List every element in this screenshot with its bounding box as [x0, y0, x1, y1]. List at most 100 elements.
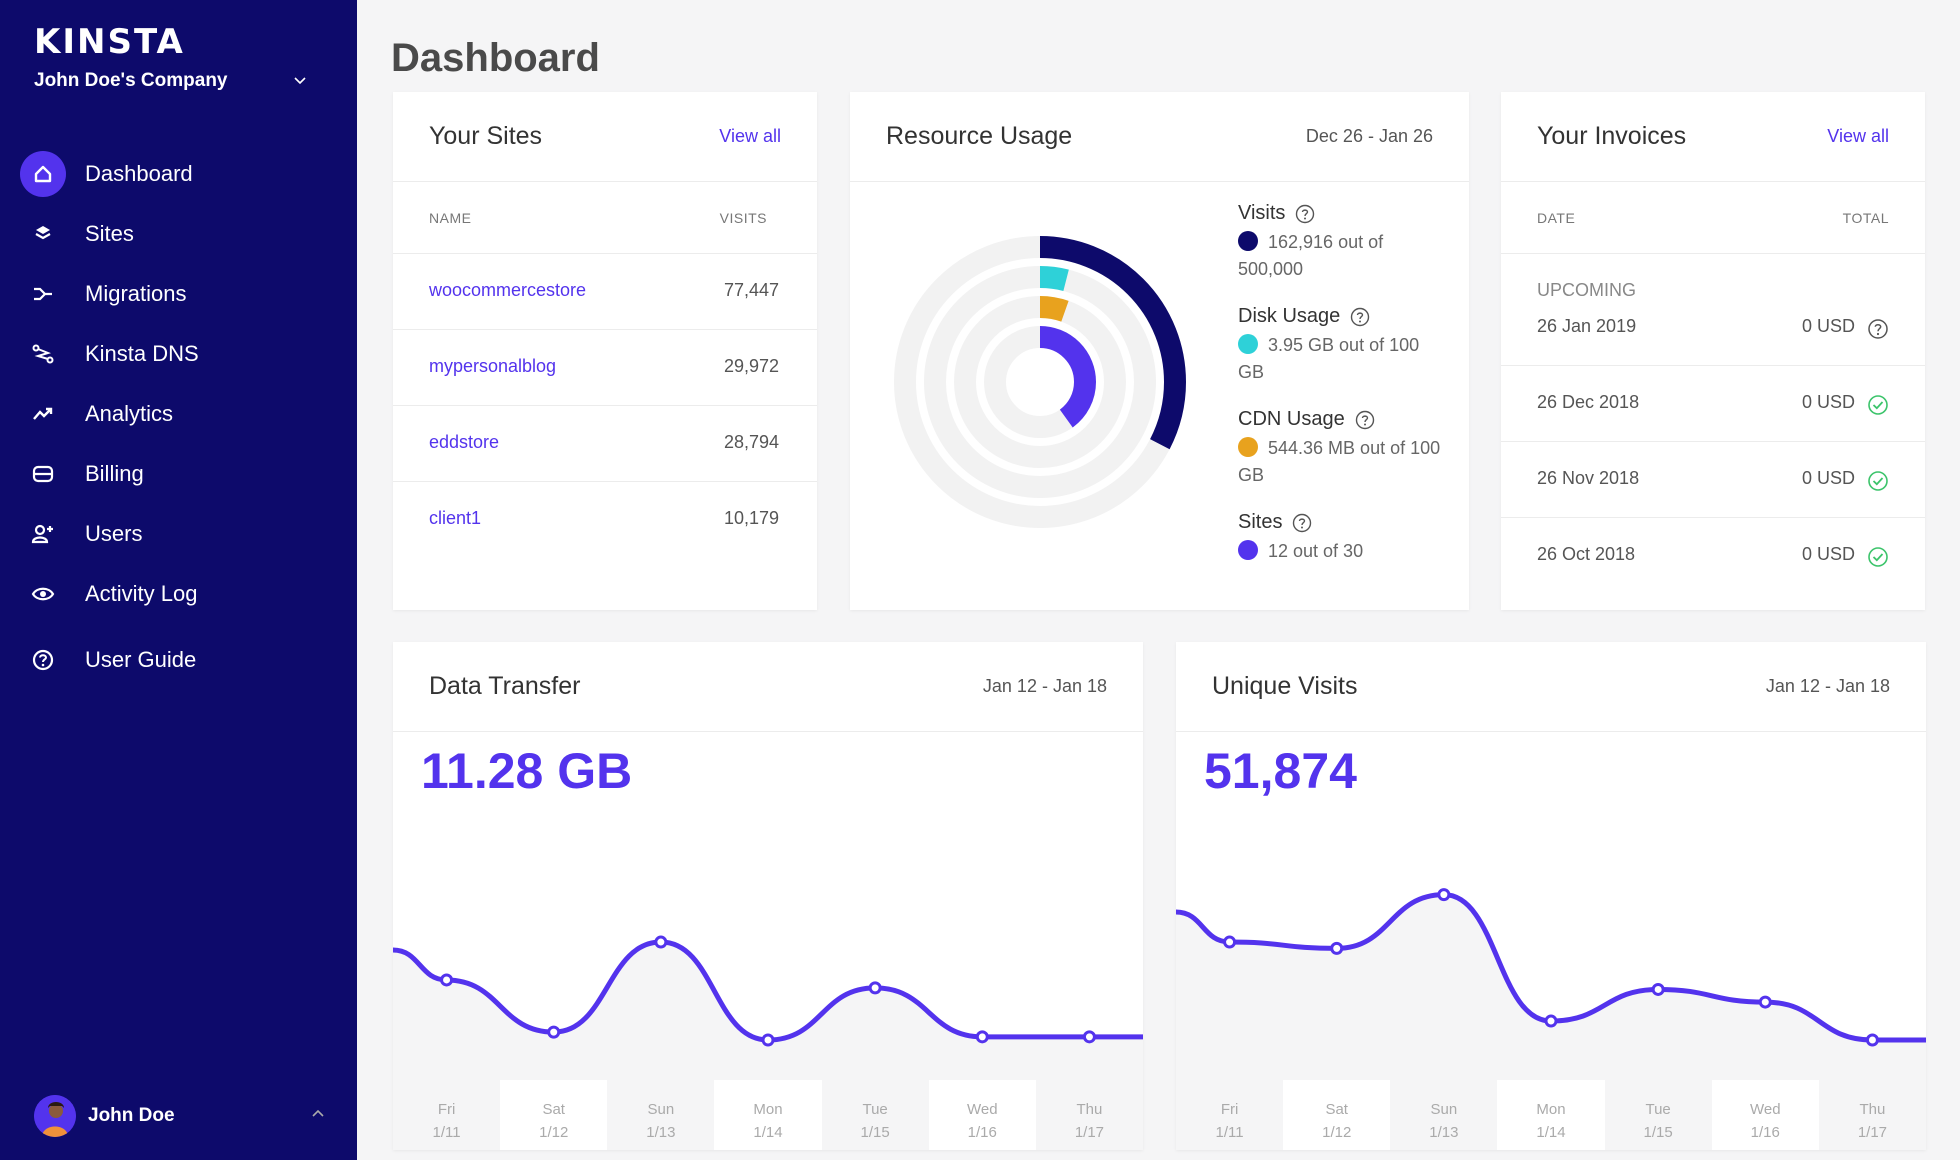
x-tick-day: Thu — [1859, 1101, 1886, 1118]
chart-point[interactable] — [1758, 995, 1772, 1009]
legend-swatch — [1238, 437, 1258, 457]
x-tick-label: Sun 1/13 — [1390, 1080, 1497, 1150]
visits-card-header: Unique Visits Jan 12 - Jan 18 — [1176, 642, 1926, 732]
table-row: mypersonalblog 29,972 — [393, 330, 817, 406]
help-icon[interactable] — [1355, 410, 1375, 430]
chart-line — [393, 939, 1143, 1043]
x-tick-day: Sat — [542, 1101, 565, 1118]
chart-point[interactable] — [868, 981, 882, 995]
sidebar-item-label: User Guide — [85, 647, 197, 672]
kinsta-logo[interactable]: KINSTA — [34, 22, 185, 62]
chart-point[interactable] — [1544, 1014, 1558, 1028]
legend-visits: Visits 162,916 out of 500,000 — [1238, 202, 1448, 283]
x-tick-day: Wed — [966, 1101, 998, 1118]
help-icon[interactable] — [1867, 318, 1889, 340]
x-tick-label: Fri 1/11 — [1176, 1080, 1283, 1150]
sidebar-item-migrations[interactable]: Migrations — [20, 264, 340, 324]
radial-arc-sites[interactable] — [984, 326, 1096, 438]
x-tick-date: 1/14 — [753, 1124, 783, 1141]
table-row[interactable]: UPCOMING 26 Jan 2019 0 USD — [1501, 254, 1925, 366]
user-menu[interactable]: John Doe — [34, 1094, 334, 1138]
sites-view-all-link[interactable]: View all — [719, 126, 781, 146]
help-icon[interactable] — [1350, 307, 1370, 327]
sidebar-item-analytics[interactable]: Analytics — [20, 384, 340, 444]
sidebar-item-label: Analytics — [85, 401, 174, 426]
chart-point[interactable] — [1223, 935, 1237, 949]
sidebar-item-users[interactable]: Users — [20, 504, 340, 564]
upcoming-label: UPCOMING — [1537, 280, 1636, 300]
legend-value: 12 out of 30 — [1268, 541, 1364, 561]
radial-arc-disk-usage[interactable] — [924, 266, 1156, 498]
sites-card-title: Your Sites — [429, 122, 543, 150]
x-tick-label: Thu 1/17 — [1819, 1080, 1926, 1150]
table-row[interactable]: 26 Nov 2018 0 USD — [1501, 442, 1925, 518]
chart-point[interactable] — [1651, 982, 1665, 996]
chart-point[interactable] — [654, 935, 668, 949]
help-icon — [20, 637, 66, 683]
x-tick-day: Fri — [437, 1101, 456, 1118]
company-switcher-label[interactable]: John Doe's Company — [34, 70, 228, 91]
x-tick-label: Wed 1/16 — [1711, 1080, 1819, 1150]
site-link[interactable]: woocommercestore — [429, 280, 587, 300]
chart-point[interactable] — [1437, 888, 1451, 902]
sidebar-item-dashboard[interactable]: Dashboard — [20, 144, 340, 204]
chart-point[interactable] — [1865, 1033, 1879, 1047]
invoice-date: 26 Dec 2018 — [1537, 392, 1640, 412]
sidebar-item-label: Kinsta DNS — [85, 341, 199, 366]
chevron-down-icon[interactable] — [290, 70, 310, 90]
x-tick-label: Fri 1/11 — [393, 1080, 500, 1150]
x-tick-day: Mon — [753, 1101, 783, 1118]
chevron-up-icon[interactable] — [310, 1106, 326, 1122]
x-tick-day: Tue — [1645, 1101, 1671, 1118]
help-icon[interactable] — [1292, 513, 1312, 533]
column-header-visits: VISITS — [719, 210, 767, 226]
chart-point[interactable] — [547, 1025, 561, 1039]
sites-table-header: NAME VISITS — [393, 182, 817, 254]
sidebar: KINSTA John Doe's Company Dashboard Site… — [0, 0, 357, 1160]
invoices-view-all-link[interactable]: View all — [1827, 126, 1889, 146]
chart-point[interactable] — [440, 973, 454, 987]
legend-label: Visits — [1238, 202, 1286, 224]
site-link[interactable]: eddstore — [429, 432, 500, 452]
invoices-card: Your Invoices View all DATE TOTAL UPCOMI… — [1501, 92, 1925, 610]
legend-cdn-usage: CDN Usage 544.36 MB out of 100 GB — [1238, 408, 1448, 489]
site-visits: 29,972 — [723, 356, 779, 376]
invoice-date: 26 Jan 2019 — [1537, 316, 1637, 336]
legend-swatch — [1238, 231, 1258, 251]
x-tick-day: Sun — [1430, 1101, 1458, 1118]
table-row: woocommercestore 77,447 — [393, 254, 817, 330]
chart-point[interactable] — [761, 1033, 775, 1047]
page-title: Dashboard — [391, 36, 600, 80]
resource-usage-card: Resource Usage Dec 26 - Jan 26 Visits 16… — [850, 92, 1469, 610]
site-visits: 10,179 — [723, 508, 779, 528]
user-name: John Doe — [88, 1105, 175, 1126]
invoices-table-header: DATE TOTAL — [1501, 182, 1925, 254]
x-tick-date: 1/13 — [646, 1124, 676, 1141]
chart-point[interactable] — [1330, 941, 1344, 955]
chart-point[interactable] — [975, 1030, 989, 1044]
site-link[interactable]: mypersonalblog — [429, 356, 557, 376]
x-tick-day: Mon — [1536, 1101, 1566, 1118]
table-row[interactable]: 26 Dec 2018 0 USD — [1501, 366, 1925, 442]
x-tick-date: 1/16 — [1750, 1124, 1780, 1141]
chart-point[interactable] — [1082, 1030, 1096, 1044]
check-circle-icon — [1868, 395, 1888, 415]
sidebar-item-label: Migrations — [85, 281, 187, 306]
sidebar-item-sites[interactable]: Sites — [20, 204, 340, 264]
table-row[interactable]: 26 Oct 2018 0 USD — [1501, 518, 1925, 594]
data-transfer-card: Data Transfer Jan 12 - Jan 18 11.28 GB F… — [393, 642, 1143, 1150]
sidebar-item-billing[interactable]: Billing — [20, 444, 340, 504]
sidebar-item-activity-log[interactable]: Activity Log — [20, 564, 340, 624]
x-tick-label: Thu 1/17 — [1036, 1080, 1143, 1150]
site-link[interactable]: client1 — [429, 508, 482, 528]
sidebar-item-user-guide[interactable]: User Guide — [20, 630, 340, 690]
sidebar-item-kinsta-dns[interactable]: Kinsta DNS — [20, 324, 340, 384]
radial-arc-visits[interactable] — [894, 236, 1186, 528]
help-icon[interactable] — [1295, 204, 1315, 224]
visits-total: 51,874 — [1204, 743, 1357, 799]
table-row: eddstore 28,794 — [393, 406, 817, 482]
resource-date-range: Dec 26 - Jan 26 — [1305, 126, 1433, 146]
legend-swatch — [1238, 334, 1258, 354]
x-tick-label: Tue 1/15 — [1605, 1080, 1712, 1150]
radial-arc-cdn-usage[interactable] — [954, 296, 1126, 468]
